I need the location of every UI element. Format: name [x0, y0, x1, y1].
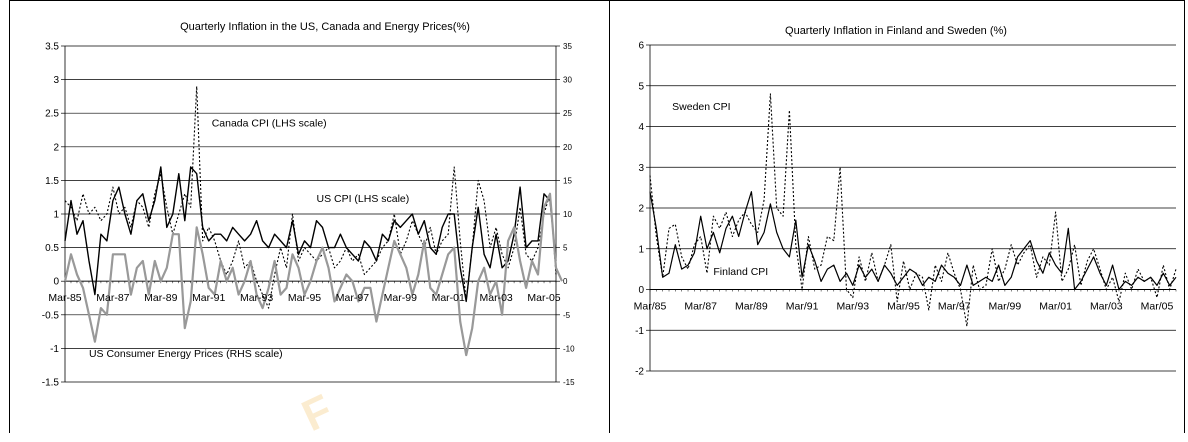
chart-title: Quarterly Inflation in the US, Canada an…	[180, 21, 470, 33]
us-canada-chart: Quarterly Inflation in the US, Canada an…	[42, 21, 575, 389]
x-tick-label: Mar-99	[384, 292, 417, 304]
y-tick-label: -2	[635, 367, 644, 378]
series-line-us-energy	[63, 192, 564, 357]
x-tick-label: Mar-89	[144, 292, 177, 304]
x-tick-label: Mar-01	[432, 292, 465, 304]
y-tick-label: 6	[638, 41, 644, 52]
y-tick-label: 2	[638, 204, 644, 215]
x-tick-label: Mar-03	[479, 292, 512, 304]
y-tick-label: 0	[53, 277, 59, 288]
right-y-tick-label: 10	[563, 210, 572, 219]
right-y-tick-label: 20	[563, 143, 572, 152]
y-tick-label: 3	[638, 163, 644, 174]
x-tick-label: Mar-97	[336, 292, 369, 304]
right-y-tick-label: 30	[563, 76, 572, 85]
annotation-finland: Finland CPI	[713, 266, 768, 278]
y-tick-label: -1	[50, 344, 59, 355]
chart-title: Quarterly Inflation in Finland and Swede…	[785, 25, 1007, 37]
x-tick-label: Mar-95	[288, 292, 321, 304]
x-tick-label: Mar/87	[684, 301, 717, 313]
y-tick-label: 1.5	[45, 176, 59, 187]
x-tick-label: Mar-05	[527, 292, 560, 304]
y-tick-label: 5	[638, 81, 644, 92]
right-y-tick-label: -5	[563, 311, 571, 320]
series-line-sweden-cpi	[649, 93, 1177, 327]
x-tick-label: Mar/95	[887, 301, 920, 313]
x-tick-label: Mar-93	[240, 292, 273, 304]
x-tick-label: Mar/93	[836, 301, 869, 313]
right-y-tick-label: 35	[563, 42, 572, 51]
right-y-tick-label: 25	[563, 109, 572, 118]
y-tick-label: 0	[638, 285, 644, 296]
right-y-tick-label: 0	[563, 277, 568, 286]
x-tick-label: Mar-85	[48, 292, 81, 304]
y-tick-label: -1	[635, 326, 644, 337]
finland-sweden-chart: Quarterly Inflation in Finland and Swede…	[634, 25, 1177, 378]
us-canada-chart-panel: Quarterly Inflation in the US, Canada an…	[9, 0, 610, 433]
annotation-sweden: Sweden CPI	[672, 101, 730, 113]
right-y-tick-label: -15	[563, 378, 575, 387]
y-tick-label: 0.5	[45, 243, 59, 254]
x-tick-label: Mar-87	[96, 292, 129, 304]
x-tick-label: Mar/89	[735, 301, 768, 313]
series-line-finland-cpi	[649, 191, 1177, 291]
series-line-us-cpi	[64, 166, 557, 303]
y-tick-label: 3.5	[45, 42, 59, 53]
x-tick-label: Mar/97	[938, 301, 971, 313]
x-tick-label: Mar/03	[1090, 301, 1123, 313]
y-tick-label: 1	[638, 244, 644, 255]
annotation-us: US CPI (LHS scale)	[316, 193, 409, 205]
x-tick-label: Mar/99	[989, 301, 1022, 313]
series-line-canada-cpi	[64, 85, 557, 309]
x-tick-label: Mar/85	[634, 301, 667, 313]
annotation-canada: Canada CPI (LHS scale)	[212, 118, 327, 130]
right-y-tick-label: -10	[563, 344, 575, 353]
y-tick-label: 4	[638, 122, 644, 133]
finland-sweden-chart-panel: Quarterly Inflation in Finland and Swede…	[610, 0, 1185, 433]
x-tick-label: Mar/05	[1141, 301, 1174, 313]
x-tick-label: Mar-91	[192, 292, 225, 304]
y-tick-label: 1	[53, 210, 59, 221]
x-tick-label: Mar/01	[1039, 301, 1072, 313]
y-tick-label: 2.5	[45, 109, 59, 120]
y-tick-label: 2	[53, 142, 59, 153]
x-tick-label: Mar/91	[786, 301, 819, 313]
y-tick-label: 3	[53, 75, 59, 86]
annotation-energy: US Consumer Energy Prices (RHS scale)	[89, 348, 283, 360]
y-tick-label: -0.5	[42, 310, 60, 321]
right-y-tick-label: 5	[563, 244, 568, 253]
y-tick-label: -1.5	[42, 378, 60, 389]
right-y-tick-label: 15	[563, 176, 572, 185]
